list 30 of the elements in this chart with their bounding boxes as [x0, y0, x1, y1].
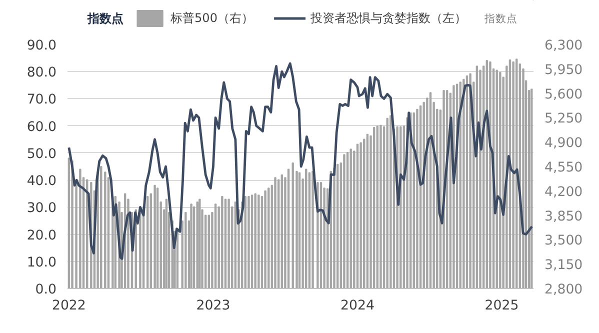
y-tick-label: 90.0	[26, 38, 57, 54]
x-tick-label: 2025	[484, 298, 519, 314]
y2-tick-label: 2,800	[544, 282, 583, 298]
y-tick-label: 60.0	[26, 120, 57, 135]
y2-tick-label: 6,300	[544, 38, 583, 54]
y2-tick-label: 3,850	[544, 209, 583, 224]
y-tick-label: 20.0	[26, 228, 57, 244]
line-series	[68, 62, 534, 260]
y2-tick-label: 5,600	[544, 87, 583, 102]
y2-axis-title: 指数点	[484, 12, 518, 25]
y-axis-title: 指数点	[86, 12, 124, 26]
y2-tick-label: 4,900	[544, 136, 583, 152]
y-tick-label: 30.0	[26, 201, 57, 216]
legend-label: 投资者恐惧与贪婪指数（左）	[310, 10, 466, 26]
y2-tick-label: 3,150	[544, 258, 583, 274]
y2-tick-label: 3,500	[544, 234, 583, 249]
y-tick-label: 50.0	[26, 146, 57, 162]
y-tick-label: 10.0	[26, 255, 57, 270]
y-tick-label: 80.0	[26, 66, 57, 81]
y-tick-label: 70.0	[26, 92, 57, 108]
x-tick-label: 2024	[340, 298, 374, 314]
legend-label: 标普500（右）	[170, 10, 254, 26]
y2-tick-label: 5,950	[544, 62, 583, 78]
y2-tick-label: 4,200	[544, 184, 583, 200]
x-tick-label: 2022	[52, 298, 86, 314]
y2-tick-label: 5,250	[544, 112, 583, 127]
y2-tick-label: 4,550	[544, 160, 583, 176]
y-tick-label: 0.0	[35, 282, 57, 298]
x-tick-label: 2023	[196, 298, 230, 314]
y-tick-label: 40.0	[26, 174, 57, 190]
